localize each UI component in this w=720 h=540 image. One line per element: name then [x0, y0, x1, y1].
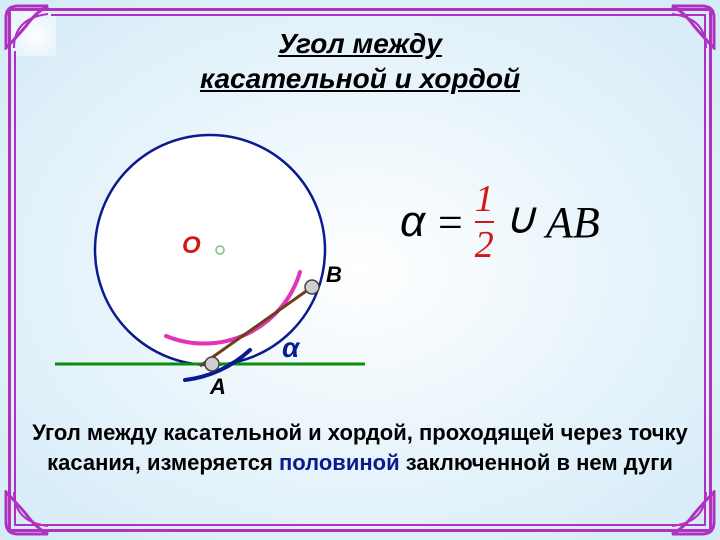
label-A: A	[210, 374, 226, 400]
corner-ornament-tl	[4, 4, 50, 50]
corner-ornament-br	[670, 490, 716, 536]
caption-highlight: половиной	[279, 450, 400, 475]
corner-ornament-tr	[670, 4, 716, 50]
formula-equals: =	[435, 197, 465, 248]
formula-rhs: AB	[546, 197, 600, 248]
frac-denominator: 2	[475, 226, 494, 264]
theorem-caption: Угол между касательной и хордой, проходя…	[30, 418, 690, 477]
geometry-diagram: О A B α	[50, 120, 370, 400]
label-alpha: α	[282, 332, 299, 364]
title-line1: Угол между	[278, 28, 442, 59]
label-O: О	[182, 232, 201, 260]
caption-part2: заключенной в нем дуги	[400, 450, 673, 475]
formula-fraction: 1 2	[475, 180, 494, 264]
frac-numerator: 1	[475, 180, 494, 218]
formula-alpha: α	[400, 197, 425, 247]
formula-arc-symbol: ∪	[504, 193, 536, 244]
frac-bar	[475, 221, 494, 223]
label-B: B	[326, 262, 342, 288]
title-line2: касательной и хордой	[200, 63, 520, 94]
diagram-svg	[50, 120, 370, 400]
slide-title: Угол между касательной и хордой	[0, 26, 720, 96]
formula: α = 1 2 ∪ AB	[400, 180, 600, 264]
corner-ornament-bl	[4, 490, 50, 536]
